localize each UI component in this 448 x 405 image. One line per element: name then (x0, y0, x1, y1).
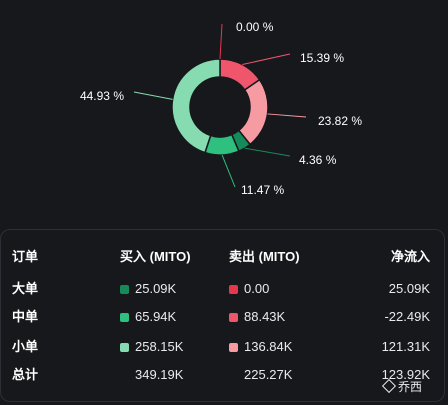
row-label-large: 大单 (12, 281, 39, 296)
slice-label-buy_large: 4.36 % (299, 153, 337, 167)
buy-medium-swatch (120, 313, 129, 322)
leader-line-buy_small (133, 91, 173, 100)
net-value-total: 123.92K (381, 367, 430, 382)
col-header-order: 订单 (12, 249, 39, 264)
buy-value-large: 25.09K (120, 281, 176, 297)
row-label-medium: 中单 (12, 309, 39, 324)
donut-chart: 0.00 % 15.39 % 23.82 % 4.36 % 11.47 % 44.93 % (80, 20, 362, 197)
net-value-large: 25.09K (388, 281, 430, 296)
sell-value-medium: 88.43K (229, 309, 285, 325)
buy-value-total: 349.19K (135, 367, 184, 382)
sell-value-large: 0.00 (229, 281, 269, 297)
leader-line-buy_medium (221, 154, 236, 188)
col-header-buy: 买入 (MITO) (120, 249, 191, 264)
slice-label-sell_small: 23.82 % (318, 114, 362, 128)
slice-labels: 0.00 % 15.39 % 23.82 % 4.36 % 11.47 % 44.93 % (80, 20, 362, 197)
sell-small-text: 136.84K (244, 339, 293, 354)
slice-label-sell_large: 0.00 % (236, 20, 274, 34)
sell-large-text: 0.00 (244, 281, 270, 296)
col-header-net: 净流入 (390, 249, 430, 264)
net-value-small: 121.31K (381, 339, 430, 354)
sell-value-total: 225.27K (244, 367, 293, 382)
sell-large-swatch (229, 285, 238, 294)
diamond-logo-icon (381, 378, 397, 394)
slice-label-buy_small: 44.93 % (80, 89, 124, 103)
leader-line-sell_small (267, 113, 307, 118)
leader-lines (133, 23, 307, 188)
sell-value-small: 136.84K (229, 339, 292, 355)
buy-small-text: 258.15K (135, 339, 184, 354)
buy-small-swatch (120, 343, 129, 352)
col-header-sell: 卖出 (MITO) (229, 249, 300, 264)
row-label-small: 小单 (12, 339, 39, 354)
sell-medium-swatch (229, 313, 238, 322)
buy-value-medium: 65.94K (120, 309, 176, 325)
donut-slices (171, 58, 269, 156)
buy-large-swatch (120, 285, 129, 294)
sell-small-swatch (229, 343, 238, 352)
slice-label-sell_medium: 15.39 % (300, 51, 344, 65)
leader-line-sell_large (219, 23, 223, 60)
buy-large-text: 25.09K (135, 281, 177, 296)
leader-line-buy_large (244, 147, 291, 157)
order-flow-table: 订单 买入 (MITO) 卖出 (MITO) 净流入 大单 25.09K 0.0… (0, 229, 445, 402)
slice-label-buy_medium: 11.47 % (241, 183, 284, 197)
net-value-medium: -22.49K (384, 309, 430, 324)
sell-medium-text: 88.43K (244, 309, 286, 324)
donut-slice-buy_small (171, 58, 221, 154)
leader-line-sell_medium (242, 53, 291, 65)
buy-medium-text: 65.94K (135, 309, 177, 324)
row-label-total: 总计 (12, 367, 39, 382)
watermark: 乔西 (381, 378, 423, 395)
buy-value-small: 258.15K (120, 339, 183, 355)
watermark-text: 乔西 (398, 380, 423, 394)
